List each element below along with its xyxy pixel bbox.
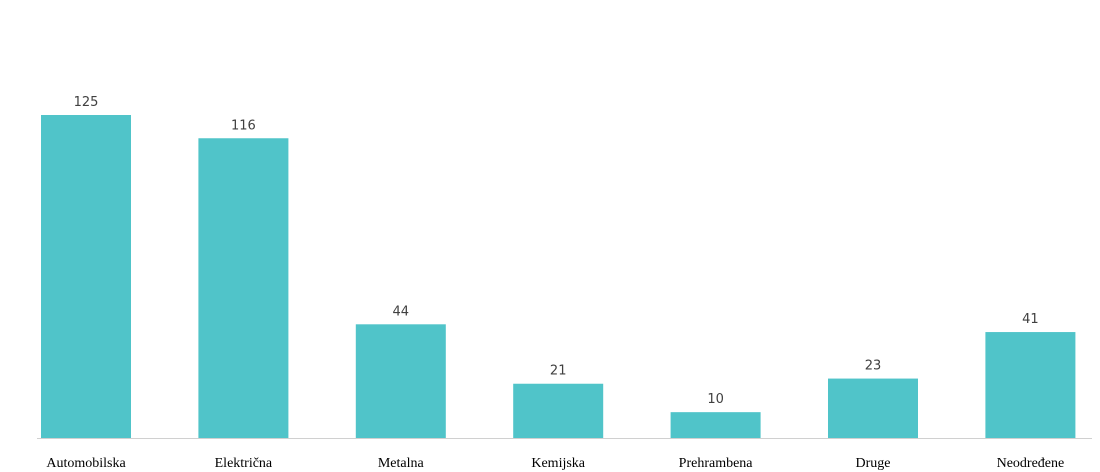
x-tick-label: Kemijska bbox=[531, 456, 585, 471]
bar bbox=[41, 115, 131, 438]
bar bbox=[198, 138, 289, 439]
x-tick-label: Električna bbox=[215, 456, 273, 471]
x-tick-label: Metalna bbox=[378, 456, 425, 471]
data-label: 21 bbox=[550, 364, 567, 379]
bar bbox=[985, 332, 1076, 438]
data-label: 44 bbox=[393, 304, 410, 319]
x-tick-label: Neodređene bbox=[997, 456, 1065, 471]
data-label: 41 bbox=[1022, 312, 1039, 327]
data-label: 10 bbox=[707, 392, 724, 407]
bar bbox=[355, 324, 446, 438]
x-tick-label: Druge bbox=[856, 456, 891, 471]
data-label: 23 bbox=[865, 359, 882, 374]
bar bbox=[828, 378, 918, 438]
x-tick-label: Prehrambena bbox=[679, 456, 754, 471]
bar bbox=[513, 383, 604, 438]
data-label: 125 bbox=[74, 95, 99, 110]
data-label: 116 bbox=[231, 118, 256, 133]
bar bbox=[670, 412, 761, 438]
x-tick-label: Automobilska bbox=[46, 456, 126, 471]
